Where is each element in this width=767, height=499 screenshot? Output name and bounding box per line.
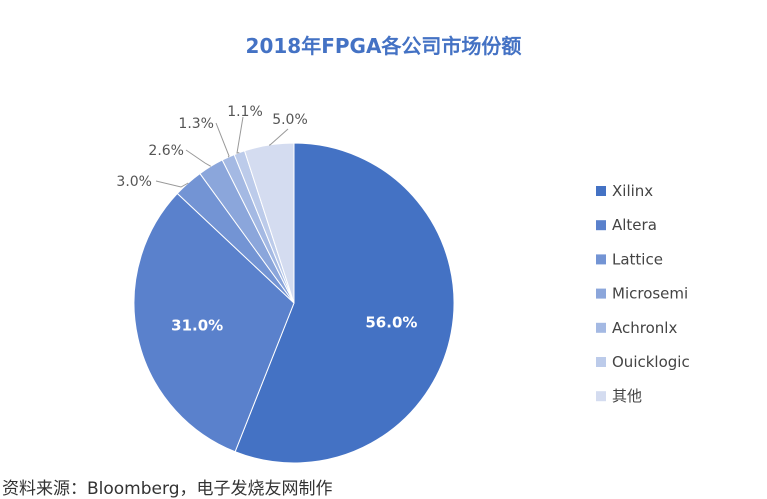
leader-line-2 bbox=[155, 180, 189, 188]
data-label-5: 1.1% bbox=[227, 104, 263, 120]
legend-swatch-3 bbox=[596, 288, 606, 299]
data-label-1: 31.0% bbox=[171, 317, 223, 335]
leader-line-3 bbox=[185, 149, 212, 167]
leader-line-5 bbox=[236, 116, 244, 154]
legend-label-3: Microsemi bbox=[612, 285, 688, 303]
legend-swatch-1 bbox=[596, 220, 606, 231]
legend-swatch-6 bbox=[596, 391, 606, 402]
chart-title: 2018年FPGA各公司市场份额 bbox=[245, 34, 522, 58]
pie-slice-其他 bbox=[243, 142, 295, 304]
data-label-2: 3.0% bbox=[116, 174, 152, 190]
legend-swatch-0 bbox=[596, 186, 606, 196]
leader-line-6 bbox=[269, 128, 289, 146]
legend-label-6: 其他 bbox=[612, 387, 642, 405]
legend-label-1: Altera bbox=[612, 216, 657, 234]
legend-swatch-4 bbox=[596, 322, 606, 333]
legend-swatch-5 bbox=[596, 357, 606, 367]
legend-label-2: Lattice bbox=[612, 250, 663, 268]
data-label-4: 1.3% bbox=[178, 116, 214, 132]
pie-slice-altera bbox=[133, 192, 295, 453]
legend-swatch-2 bbox=[596, 254, 606, 265]
leader-line-4 bbox=[215, 122, 230, 158]
data-label-6: 5.0% bbox=[272, 112, 308, 128]
data-label-0: 56.0% bbox=[365, 314, 417, 332]
legend-label-0: Xilinx bbox=[612, 182, 653, 200]
data-label-3: 2.6% bbox=[148, 143, 184, 159]
legend-label-4: Achronlx bbox=[612, 319, 677, 337]
pie-slice-xilinx bbox=[234, 142, 455, 464]
source-note: 资料来源：Bloomberg，电子发烧友网制作 bbox=[2, 479, 333, 499]
legend-label-5: Ouicklogic bbox=[612, 353, 690, 371]
